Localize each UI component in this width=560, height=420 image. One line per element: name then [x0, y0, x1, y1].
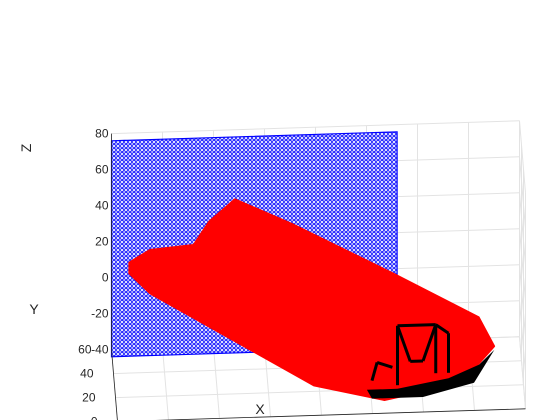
floor-gridline [162, 347, 169, 420]
y-axis-line [111, 349, 118, 420]
z-tick-label: -40 [91, 343, 109, 357]
floor-gridline [213, 346, 220, 419]
side-gridline [519, 156, 526, 229]
tick-labels: -120-100-80-60-40-20020400204060-40-2002… [78, 127, 535, 420]
x-tick-label: 40 [522, 418, 536, 420]
red-cone-region [128, 198, 496, 401]
y-axis-label: Y [29, 301, 39, 317]
z-tick-label: 20 [95, 235, 109, 249]
y-tick-label: 20 [82, 391, 96, 405]
z-tick-label: 60 [95, 163, 109, 177]
side-gridline [519, 336, 526, 409]
y-tick-label: 0 [91, 415, 98, 420]
black-object-strut [396, 325, 412, 362]
back-gridline [111, 120, 520, 135]
z-tick-label: -20 [91, 307, 109, 321]
axes [111, 133, 526, 420]
side-gridline [519, 264, 526, 337]
side-gridline [519, 192, 526, 265]
z-tick-label: 40 [95, 199, 109, 213]
red-cone-series [128, 198, 496, 401]
x-axis-label: X [255, 401, 265, 417]
black-object-strut [421, 324, 438, 362]
z-tick-label: 0 [102, 271, 109, 285]
side-gridline [519, 228, 526, 301]
y-tick-label: 40 [80, 367, 94, 381]
side-gridline [519, 300, 526, 373]
black-object-strut [397, 323, 436, 328]
x-axis-line [155, 408, 526, 420]
z-axis-label: Z [18, 143, 34, 152]
y-tick-label: 60 [78, 343, 92, 357]
black-object-strut [370, 362, 379, 382]
black-object-base [366, 349, 495, 399]
black-object-series [366, 323, 495, 399]
black-object-strut [376, 361, 393, 369]
z-tick-label: 80 [95, 127, 109, 141]
side-gridline [519, 120, 526, 193]
black-object-strut [434, 323, 450, 335]
